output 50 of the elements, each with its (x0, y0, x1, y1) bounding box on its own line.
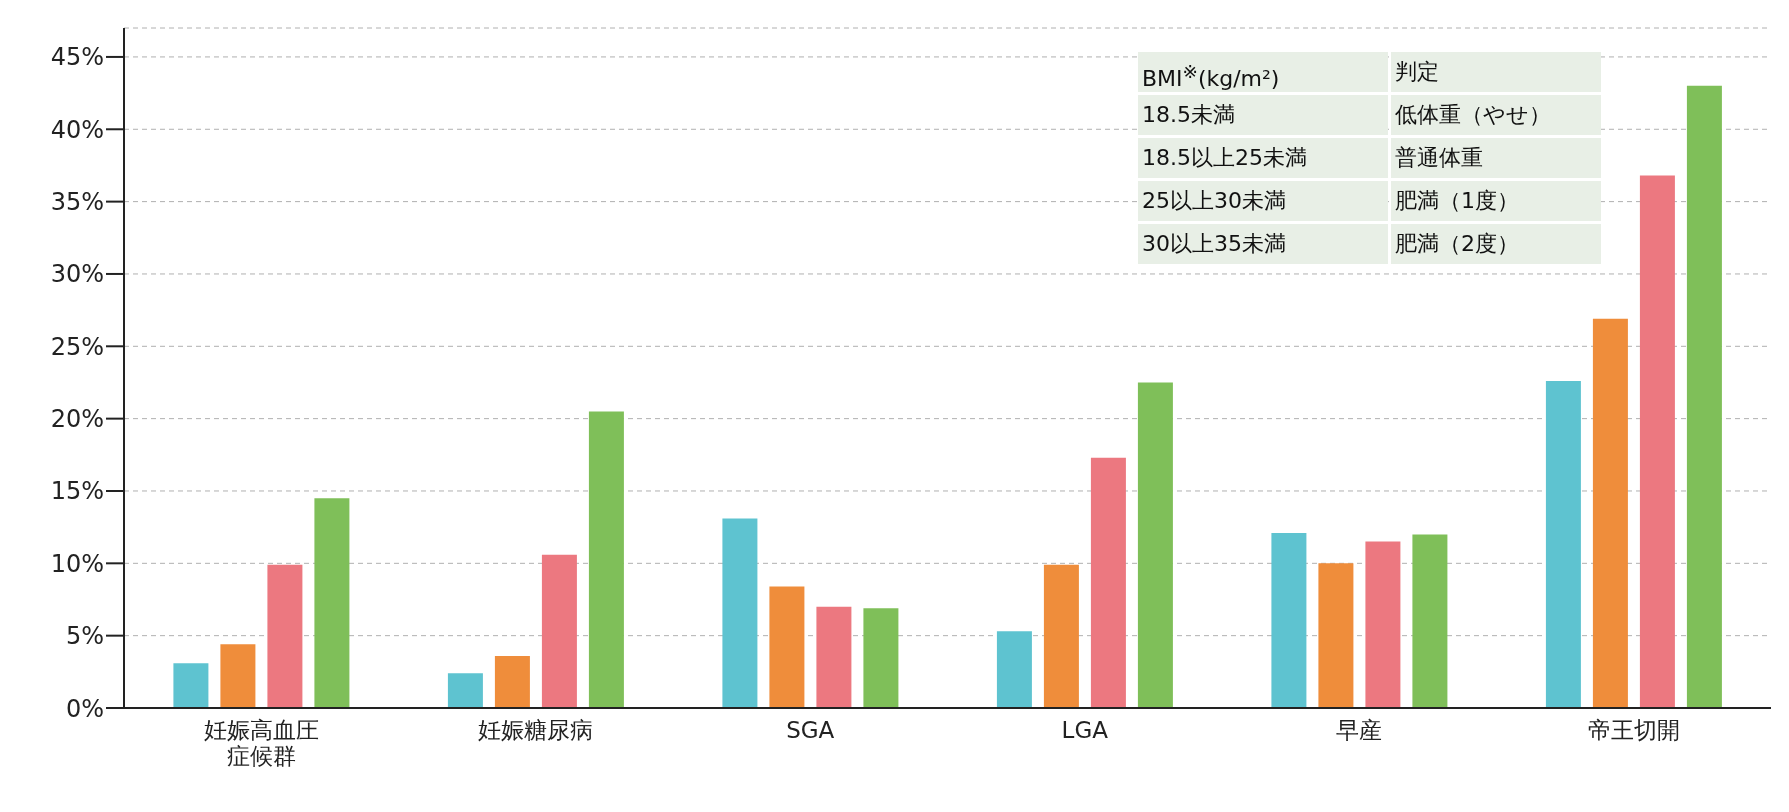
x-tick-label: 早産 (1336, 717, 1383, 743)
annotation: BMI$^{※}$(kg/m²) (1138, 52, 1388, 92)
y-tick-label: 10% (50, 549, 104, 578)
y-tick-label: 15% (50, 477, 104, 506)
bar (494, 655, 530, 708)
annotation: 低体重（やせ） (1391, 95, 1601, 135)
annotation: 肥満（2度） (1391, 224, 1601, 264)
bar (267, 564, 303, 708)
bar (447, 673, 483, 708)
bar (1412, 534, 1448, 708)
bar (1318, 563, 1354, 708)
bar (1545, 381, 1581, 708)
y-tick-label: 20% (50, 405, 104, 434)
y-tick-label: 40% (50, 115, 104, 144)
y-tick-label: 45% (50, 43, 104, 72)
bar (1592, 318, 1628, 708)
bar (769, 586, 805, 708)
y-tick-label: 35% (50, 188, 104, 217)
bar (1137, 382, 1173, 708)
x-tick-label: LGA (1061, 717, 1109, 743)
annotation: 30以上35未満 (1138, 224, 1388, 264)
bar (1686, 85, 1722, 708)
bar (314, 498, 350, 708)
bar (996, 631, 1032, 708)
x-tick-label: 妊娠糖尿病 (478, 717, 594, 743)
bar (1639, 175, 1675, 708)
x-tick-label: 妊娠高血圧症候群 (203, 717, 319, 769)
bar (541, 554, 577, 708)
bar (1365, 541, 1401, 708)
bar (816, 606, 852, 708)
x-tick-label: 帝王切開 (1587, 717, 1680, 743)
bar (1090, 457, 1126, 708)
bar (588, 411, 624, 708)
y-tick-label: 25% (50, 332, 104, 361)
annotation: 判定 (1391, 52, 1601, 92)
annotation: 18.5未満 (1138, 95, 1388, 135)
annotation: 25以上30未満 (1138, 181, 1388, 221)
bar (173, 663, 209, 708)
annotation: 普通体重 (1391, 138, 1601, 178)
bar (220, 644, 256, 708)
bar (863, 608, 899, 708)
y-tick-label: 0% (65, 694, 104, 723)
annotation: 18.5以上25未満 (1138, 138, 1388, 178)
x-tick-label: SGA (786, 717, 835, 743)
annotation: 肥満（1度） (1391, 181, 1601, 221)
bar (722, 518, 758, 708)
y-tick-label: 30% (50, 260, 104, 289)
y-tick-label: 5% (65, 622, 104, 651)
bar (1043, 564, 1079, 708)
bar (1271, 532, 1307, 708)
